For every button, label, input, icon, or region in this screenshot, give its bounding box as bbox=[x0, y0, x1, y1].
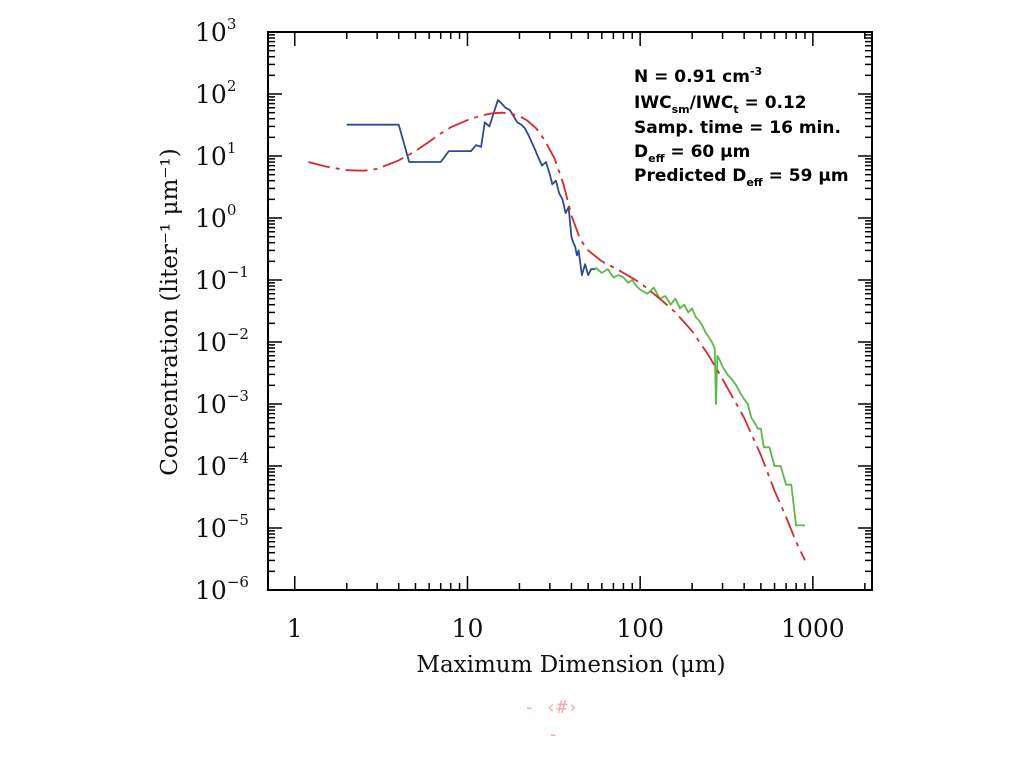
annotation-iwc-ratio: IWCsm/IWCt = 0.12 bbox=[634, 93, 807, 116]
y-tick-label: 101 bbox=[195, 139, 236, 171]
annotation-deff: Deff = 60 μm bbox=[634, 142, 750, 165]
y-tick-label: 10−4 bbox=[195, 449, 249, 481]
y-tick-label: 102 bbox=[195, 77, 236, 109]
y-tick-label: 10−1 bbox=[195, 263, 249, 295]
series-line-3 bbox=[308, 111, 806, 561]
series-line-2 bbox=[594, 266, 805, 527]
series-line-1 bbox=[346, 99, 596, 277]
y-tick-label: 103 bbox=[195, 15, 236, 47]
annotation-predicted-deff: Predicted Deff = 59 μm bbox=[634, 166, 849, 189]
x-tick-label: 10 bbox=[452, 614, 484, 643]
y-tick-label: 10−5 bbox=[195, 511, 249, 543]
y-tick-label: 10−3 bbox=[195, 387, 249, 419]
annotation-box: N = 0.91 cm-3 IWCsm/IWCt = 0.12 Samp. ti… bbox=[634, 65, 849, 189]
plot-frame bbox=[267, 31, 873, 591]
series-group bbox=[308, 99, 806, 561]
y-tick-label: 10−2 bbox=[195, 325, 249, 357]
x-tick-label: 100 bbox=[616, 614, 664, 643]
footer-dash: - bbox=[548, 724, 559, 745]
x-axis-title: Maximum Dimension (μm) bbox=[416, 652, 725, 678]
x-tick-label: 1 bbox=[287, 614, 303, 643]
y-tick-labels: 103 102 101 100 10−1 10−2 10−3 10−4 10−5 10−6 bbox=[195, 15, 249, 605]
axis-ticks bbox=[268, 32, 872, 591]
y-axis-title: Concentration (liter⁻¹ μm⁻¹) bbox=[157, 148, 183, 475]
footer-slide-number: - ‹#› bbox=[524, 697, 578, 718]
x-tick-labels: 1 10 100 1000 bbox=[287, 614, 845, 643]
annotation-sample-time: Samp. time = 16 min. bbox=[634, 118, 841, 138]
y-tick-label: 10−6 bbox=[195, 573, 249, 605]
x-tick-label: 1000 bbox=[781, 614, 845, 643]
y-tick-label: 100 bbox=[195, 201, 236, 233]
annotation-count: N = 0.91 cm-3 bbox=[634, 65, 762, 87]
